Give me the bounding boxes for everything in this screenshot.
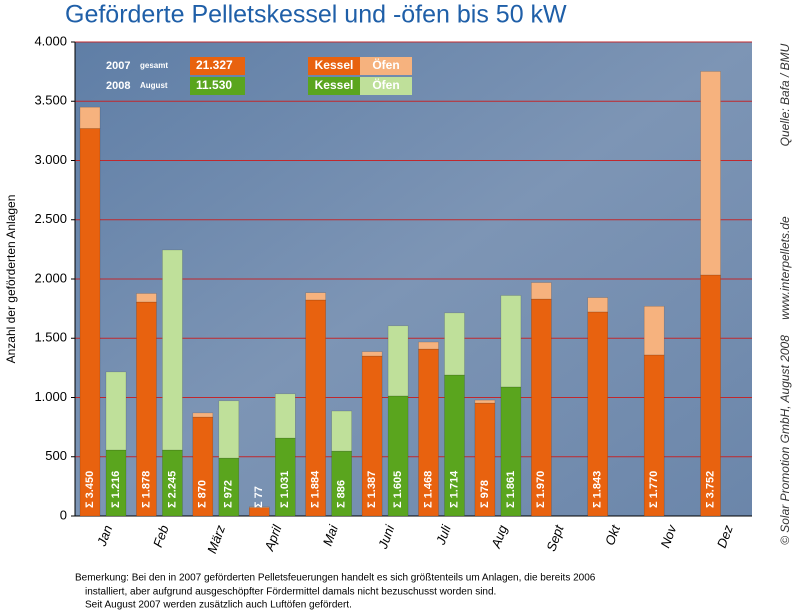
bar-segment bbox=[305, 292, 326, 301]
bar-segment bbox=[361, 351, 383, 357]
y-tick-label: 500 bbox=[45, 448, 67, 463]
bar-segment bbox=[162, 449, 183, 517]
y-tick-label: 1.000 bbox=[34, 389, 67, 404]
x-tick-label: Sept bbox=[543, 522, 567, 554]
bar-segment bbox=[105, 371, 127, 451]
x-tick-label: Okt bbox=[602, 522, 623, 547]
x-tick-label: März bbox=[204, 523, 228, 556]
bar-segment bbox=[105, 449, 127, 517]
total-label: Σ 1.468 bbox=[422, 471, 434, 508]
legend-year: 2008 bbox=[106, 80, 130, 92]
bar-segment bbox=[418, 348, 439, 517]
bar-segment bbox=[275, 393, 296, 439]
total-label: Σ 1.861 bbox=[505, 471, 517, 508]
total-label: Σ 3.450 bbox=[84, 471, 96, 508]
total-label: Σ 978 bbox=[479, 480, 491, 508]
legend-box bbox=[190, 57, 245, 75]
legend-note: August bbox=[140, 81, 168, 90]
legend-swatch bbox=[360, 57, 412, 75]
x-tick-label: Jan bbox=[94, 523, 116, 549]
bar-segment bbox=[418, 341, 439, 350]
total-label: Σ 1.770 bbox=[648, 471, 660, 508]
x-tick-label: Juli bbox=[433, 522, 454, 547]
legend-label: Kessel bbox=[315, 58, 354, 72]
bar-segment bbox=[387, 325, 409, 397]
bar-segment bbox=[218, 400, 240, 459]
total-label: Σ 1.843 bbox=[592, 471, 604, 508]
total-label: Σ 2.245 bbox=[166, 471, 178, 508]
total-label: Σ 1.605 bbox=[392, 471, 404, 508]
total-label: Σ 1.970 bbox=[535, 471, 547, 508]
x-tick-label: Dez bbox=[714, 523, 736, 550]
bar-segment bbox=[331, 410, 352, 452]
bar-segment bbox=[643, 306, 665, 356]
legend-swatch bbox=[308, 57, 360, 75]
total-label: Σ 870 bbox=[197, 480, 209, 508]
legend-label: Öfen bbox=[372, 57, 399, 72]
legend-sum: 11.530 bbox=[196, 78, 232, 92]
y-tick-label: 0 bbox=[60, 507, 67, 522]
x-tick-label: Nov bbox=[657, 522, 680, 550]
bar-segment bbox=[136, 293, 157, 303]
total-label: Σ 1.031 bbox=[279, 471, 291, 508]
footnote: Bemerkung: Bei den in 2007 geförderten P… bbox=[75, 573, 596, 584]
x-tick-label: Aug bbox=[488, 522, 511, 551]
y-tick-label: 4.000 bbox=[34, 33, 67, 48]
legend-note: gesamt bbox=[140, 61, 168, 70]
bar-segment bbox=[500, 295, 522, 388]
bar-segment bbox=[587, 297, 608, 313]
source: Quelle: Bafa / BMU bbox=[778, 43, 792, 146]
bar-segment bbox=[79, 106, 101, 129]
bar-segment bbox=[249, 506, 270, 508]
total-label: Σ 1.387 bbox=[366, 471, 378, 508]
total-label: Σ 1.216 bbox=[110, 471, 122, 508]
bar-segment bbox=[192, 412, 214, 418]
bar-segment bbox=[444, 312, 465, 376]
bar-segment bbox=[700, 71, 721, 276]
x-tick-label: April bbox=[261, 522, 285, 554]
total-label: Σ 3.752 bbox=[704, 471, 716, 508]
x-tick-label: Mai bbox=[320, 522, 342, 548]
total-label: Σ 972 bbox=[223, 480, 235, 508]
bar-segment bbox=[79, 128, 101, 517]
bar-segment bbox=[162, 249, 183, 451]
x-tick-label: Juni bbox=[375, 522, 398, 552]
total-label: Σ 1.878 bbox=[140, 471, 152, 508]
copyright: © Solar Promotion GmbH, August 2008 bbox=[778, 335, 792, 545]
legend-label: Kessel bbox=[315, 78, 354, 92]
legend-swatch bbox=[308, 77, 360, 95]
y-tick-label: 2.500 bbox=[34, 211, 67, 226]
y-tick-label: 3.500 bbox=[34, 93, 67, 108]
legend-sum: 21.327 bbox=[196, 58, 233, 72]
total-label: Σ 886 bbox=[336, 480, 348, 508]
y-tick-label: 1.500 bbox=[34, 330, 67, 345]
bar-segment bbox=[531, 282, 552, 300]
y-tick-label: 3.000 bbox=[34, 152, 67, 167]
y-axis-label: Anzahl der geförderten Anlagen bbox=[4, 195, 18, 364]
chart-title: Geförderte Pelletskessel und -öfen bis 5… bbox=[65, 1, 567, 29]
x-tick-label: Feb bbox=[150, 523, 172, 549]
y-tick-label: 2.000 bbox=[34, 270, 67, 285]
total-label: Σ 77 bbox=[253, 486, 265, 508]
legend-year: 2007 bbox=[106, 60, 130, 72]
footnote: Seit August 2007 werden zusätzlich auch … bbox=[85, 600, 352, 611]
legend-box bbox=[190, 77, 245, 95]
legend-swatch bbox=[360, 77, 412, 95]
bar-segment bbox=[474, 399, 496, 404]
total-label: Σ 1.884 bbox=[310, 470, 322, 508]
legend-label: Öfen bbox=[372, 77, 399, 92]
total-label: Σ 1.714 bbox=[448, 470, 460, 508]
footnote: installiert, aber aufgrund ausgeschöpfte… bbox=[85, 587, 496, 598]
website: www.interpellets.de bbox=[778, 216, 792, 320]
